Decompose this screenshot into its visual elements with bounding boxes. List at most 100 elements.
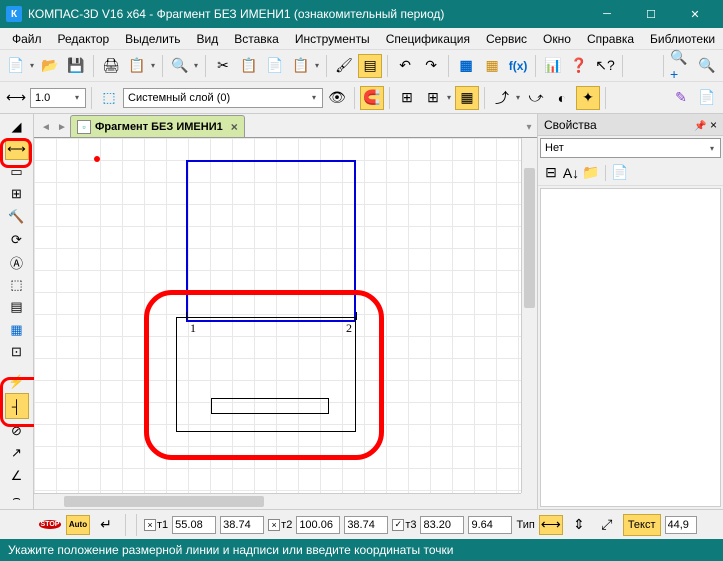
text-value-input[interactable] (665, 516, 697, 534)
build-tool[interactable]: ⊞ (5, 184, 29, 206)
print-preview-button[interactable]: 📋 (125, 54, 149, 78)
local-cs-button[interactable]: ⤴ (490, 86, 514, 110)
properties-filter-combo[interactable]: Нет▾ (540, 138, 721, 158)
grid-toggle-button[interactable]: ⊞ (421, 86, 445, 110)
param-tool[interactable]: ⟳ (5, 229, 29, 251)
menu-help[interactable]: Справка (579, 29, 642, 49)
layers-button[interactable]: ⬚ (97, 86, 121, 110)
whats-this-button[interactable]: ↖? (593, 54, 617, 78)
select-tool[interactable]: ⬚ (5, 274, 29, 296)
properties-button[interactable]: ▤ (358, 54, 382, 78)
help-icon[interactable]: ❓ (567, 54, 591, 78)
reports-tool[interactable]: ▦ (5, 319, 29, 341)
open-button[interactable]: 📂 (38, 54, 62, 78)
undo-button[interactable]: ↶ (393, 54, 417, 78)
maximize-button[interactable]: ☐ (629, 0, 673, 28)
save-button[interactable]: 💾 (64, 54, 88, 78)
snap-button[interactable]: 🧲 (360, 86, 384, 110)
t3-lock[interactable]: ✓ (392, 519, 404, 531)
doc-button[interactable]: 📄 (695, 86, 719, 110)
doc-tab-close[interactable]: × (231, 120, 238, 134)
brush-button[interactable]: 🖌 (332, 54, 356, 78)
preview-dropdown[interactable]: ▾ (192, 61, 200, 70)
prop-doc-button[interactable]: 📄 (611, 164, 629, 182)
zoom-out-button[interactable]: 🔍 (695, 54, 719, 78)
vertical-scrollbar[interactable] (521, 138, 537, 493)
tab-next[interactable]: ► (54, 117, 70, 137)
preview-button[interactable]: 🔍 (168, 54, 192, 78)
param-mode-button[interactable]: ✦ (576, 86, 600, 110)
measure-tool[interactable]: Ⓐ (5, 251, 29, 273)
type-vert-button[interactable]: ⇕ (567, 515, 591, 535)
stop-button[interactable]: STOP (38, 515, 62, 535)
paste-special-button[interactable]: 📋 (289, 54, 313, 78)
edit-tool[interactable]: 🔨 (5, 206, 29, 228)
dimensions-tool[interactable]: ⟷ (5, 139, 29, 161)
create-button[interactable]: ↵ (94, 515, 118, 535)
text-button[interactable]: Текст (623, 514, 661, 536)
copy-button[interactable]: 📋 (237, 54, 261, 78)
paste-button[interactable]: 📄 (263, 54, 287, 78)
t2-y-input[interactable] (344, 516, 388, 534)
layer-vis-button[interactable]: 👁 (325, 86, 349, 110)
t2-x-input[interactable] (296, 516, 340, 534)
radial-dim-tool[interactable]: ↗ (5, 442, 29, 464)
diam-dim-tool[interactable]: ⊘ (5, 420, 29, 442)
new-dropdown[interactable]: ▾ (28, 61, 36, 70)
prop-cat-button[interactable]: ⊟ (542, 164, 560, 182)
redo-button[interactable]: ↷ (419, 54, 443, 78)
edit-button[interactable]: ✎ (669, 86, 693, 110)
menu-service[interactable]: Сервис (478, 29, 535, 49)
menu-libs[interactable]: Библиотеки (642, 29, 723, 49)
menu-view[interactable]: Вид (189, 29, 227, 49)
prop-sort-button[interactable]: A↓ (562, 164, 580, 182)
grid-button[interactable]: ▦ (455, 86, 479, 110)
print-button[interactable]: 🖨 (99, 54, 123, 78)
t1-lock[interactable]: × (144, 519, 156, 531)
linear-dim-tool[interactable]: ┤ (5, 393, 29, 418)
geometry-tool[interactable]: ◢ (5, 116, 29, 138)
menu-editor[interactable]: Редактор (50, 29, 118, 49)
menu-window[interactable]: Окно (535, 29, 579, 49)
minimize-button[interactable]: ─ (585, 0, 629, 28)
menu-spec[interactable]: Спецификация (378, 29, 478, 49)
panel-close[interactable]: × (710, 118, 717, 132)
print-dropdown[interactable]: ▾ (149, 61, 157, 70)
type-para-button[interactable]: ⤢ (595, 515, 619, 535)
calc-button[interactable]: 📊 (541, 54, 565, 78)
manager-button[interactable]: ▦ (480, 54, 504, 78)
menu-highlight[interactable]: Выделить (117, 29, 188, 49)
type-horiz-button[interactable]: ⟷ (539, 515, 563, 535)
horizontal-scrollbar[interactable] (34, 493, 521, 509)
flash-tool[interactable]: ⚡ (5, 371, 29, 393)
close-button[interactable]: ✕ (673, 0, 717, 28)
insert-tool[interactable]: ⊡ (5, 341, 29, 363)
menu-file[interactable]: Файл (4, 29, 50, 49)
pin-icon[interactable]: 📌 (694, 121, 706, 132)
angle-dim-tool[interactable]: ∠ (5, 465, 29, 487)
arc-dim-tool[interactable]: ⌢ (5, 488, 29, 510)
round-button[interactable]: ◐ (550, 86, 574, 110)
notation-tool[interactable]: ▭ (5, 161, 29, 183)
new-button[interactable]: 📄 (4, 54, 28, 78)
document-tab[interactable]: ▫ Фрагмент БЕЗ ИМЕНИ1 × (70, 115, 245, 137)
t2-lock[interactable]: × (268, 519, 280, 531)
prop-lib-button[interactable]: 📁 (582, 164, 600, 182)
layer-combo[interactable]: Системный слой (0)▾ (123, 88, 323, 108)
thickness-combo[interactable]: 1.0▾ (30, 88, 86, 108)
t3-x-input[interactable] (420, 516, 464, 534)
fx-button[interactable]: f(x) (506, 54, 530, 78)
menu-tools[interactable]: Инструменты (287, 29, 378, 49)
auto-button[interactable]: Auto (66, 515, 90, 535)
spec-tool[interactable]: ▤ (5, 296, 29, 318)
line-style-button[interactable]: ⟷ (4, 86, 28, 110)
t1-x-input[interactable] (172, 516, 216, 534)
tab-menu[interactable]: ▾ (521, 117, 537, 137)
variables-button[interactable]: ▦ (454, 54, 478, 78)
t3-y-input[interactable] (468, 516, 512, 534)
zoom-in-button[interactable]: 🔍+ (669, 54, 693, 78)
t1-y-input[interactable] (220, 516, 264, 534)
drawing-canvas[interactable]: 1 2 (34, 138, 537, 509)
ortho-button[interactable]: ⊞ (395, 86, 419, 110)
menu-insert[interactable]: Вставка (226, 29, 287, 49)
